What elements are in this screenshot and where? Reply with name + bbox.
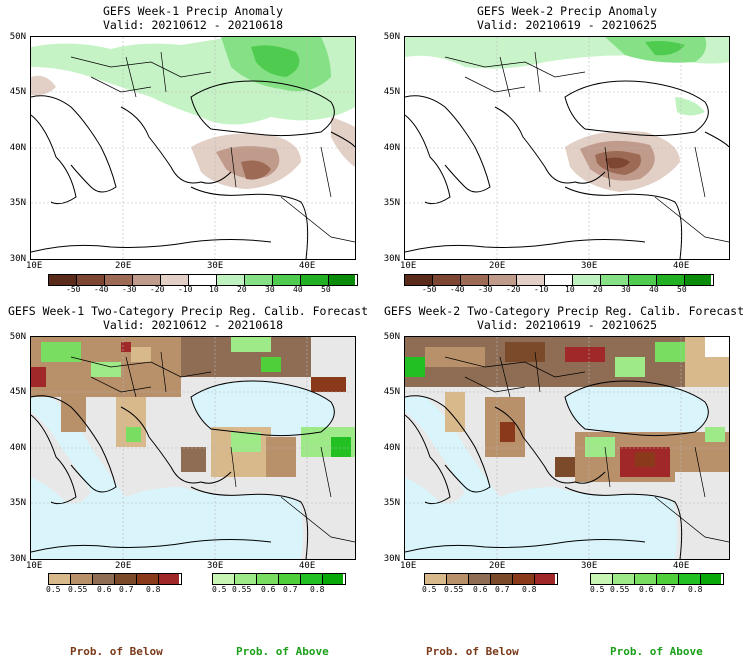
p4-lon-20: 20E	[489, 561, 506, 571]
panel3-valid: Valid: 20210612 - 20210618	[102, 318, 283, 332]
prob-below-legend-2: Prob. of Below	[426, 645, 519, 658]
p3-lat-35: 35N	[9, 498, 26, 508]
anomaly-colorbar-1	[48, 274, 358, 286]
pa1-label: 0.7	[283, 585, 298, 594]
pb1-label: 0.5	[46, 585, 61, 594]
p4-lat-35: 35N	[383, 498, 400, 508]
cbar2-label: -20	[506, 285, 521, 294]
cbar1-label: -10	[178, 285, 193, 294]
p1-lat-30: 30N	[9, 254, 26, 264]
p1-lat-35: 35N	[9, 198, 26, 208]
p4-lat-50: 50N	[383, 332, 400, 342]
cbar2-label: -40	[450, 285, 465, 294]
cbar1-label: -20	[150, 285, 165, 294]
p1-lat-40: 40N	[9, 143, 26, 153]
cbar1-label: 10	[209, 285, 219, 294]
prob-above-legend-2: Prob. of Above	[610, 645, 703, 658]
cbar1-label: -50	[66, 285, 81, 294]
p1-lon-10: 10E	[26, 261, 43, 271]
p1-lon-40: 40E	[299, 261, 316, 271]
prob-above-legend-1: Prob. of Above	[236, 645, 329, 658]
p2-lon-40: 40E	[673, 261, 690, 271]
prob-above-colorbar-1	[212, 573, 346, 585]
panel4-valid: Valid: 20210619 - 20210625	[476, 318, 657, 332]
pa1-label: 0.55	[232, 585, 252, 594]
pa1-label: 0.6	[261, 585, 276, 594]
p3-lon-10: 10E	[26, 561, 43, 571]
pa2-label: 0.8	[688, 585, 703, 594]
pb2-label: 0.6	[473, 585, 488, 594]
pa1-label: 0.8	[310, 585, 325, 594]
panel3-title: GEFS Week-1 Two-Category Precip Reg. Cal…	[7, 304, 369, 318]
cbar2-label: -10	[534, 285, 549, 294]
p3-lon-40: 40E	[299, 561, 316, 571]
p2-lat-35: 35N	[383, 198, 400, 208]
p3-lat-30: 30N	[9, 554, 26, 564]
cbar2-label: 50	[677, 285, 687, 294]
map-panel-week1-anomaly	[30, 36, 356, 260]
cbar2-label: 20	[593, 285, 603, 294]
pb1-label: 0.8	[146, 585, 161, 594]
p2-lat-50: 50N	[383, 32, 400, 42]
p4-lat-40: 40N	[383, 443, 400, 453]
cbar1-label: 20	[237, 285, 247, 294]
pb2-label: 0.5	[422, 585, 437, 594]
p1-lat-45: 45N	[9, 87, 26, 97]
panel2-valid: Valid: 20210619 - 20210625	[476, 18, 657, 32]
p2-lat-30: 30N	[383, 254, 400, 264]
cbar1-label: 30	[265, 285, 275, 294]
pb2-label: 0.7	[495, 585, 510, 594]
panel2-title: GEFS Week-2 Precip Anomaly	[476, 4, 657, 18]
p3-lat-50: 50N	[9, 332, 26, 342]
p2-lat-45: 45N	[383, 87, 400, 97]
pa2-label: 0.6	[639, 585, 654, 594]
p3-lat-45: 45N	[9, 387, 26, 397]
cbar2-label: -30	[478, 285, 493, 294]
p2-lat-40: 40N	[383, 143, 400, 153]
p4-lon-30: 30E	[581, 561, 598, 571]
panel1-title: GEFS Week-1 Precip Anomaly	[102, 4, 283, 18]
p2-lon-10: 10E	[400, 261, 417, 271]
panel4-title: GEFS Week-2 Two-Category Precip Reg. Cal…	[383, 304, 745, 318]
cbar1-label: -40	[94, 285, 109, 294]
map-panel-week2-anomaly	[404, 36, 730, 260]
pa2-label: 0.5	[590, 585, 605, 594]
pb1-label: 0.7	[119, 585, 134, 594]
map-panel-week1-probability	[30, 336, 356, 560]
p3-lon-20: 20E	[115, 561, 132, 571]
p4-lat-30: 30N	[383, 554, 400, 564]
prob-above-colorbar-2	[590, 573, 724, 585]
pa1-label: 0.5	[212, 585, 227, 594]
prob-below-legend-1: Prob. of Below	[70, 645, 163, 658]
prob-below-colorbar-1	[48, 573, 182, 585]
cbar2-label: -50	[422, 285, 437, 294]
cbar1-label: -30	[122, 285, 137, 294]
p3-lon-30: 30E	[207, 561, 224, 571]
prob-below-colorbar-2	[424, 573, 558, 585]
p4-lon-40: 40E	[673, 561, 690, 571]
pa2-label: 0.55	[610, 585, 630, 594]
cbar1-label: 50	[321, 285, 331, 294]
cbar2-label: 40	[649, 285, 659, 294]
p1-lon-20: 20E	[115, 261, 132, 271]
pb1-label: 0.55	[68, 585, 88, 594]
p3-lat-40: 40N	[9, 443, 26, 453]
pb2-label: 0.8	[522, 585, 537, 594]
pa2-label: 0.7	[661, 585, 676, 594]
cbar2-label: 30	[621, 285, 631, 294]
panel1-valid: Valid: 20210612 - 20210618	[102, 18, 283, 32]
map-panel-week2-probability	[404, 336, 730, 560]
cbar2-label: 10	[565, 285, 575, 294]
pb2-label: 0.55	[444, 585, 464, 594]
p2-lon-20: 20E	[489, 261, 506, 271]
p1-lat-50: 50N	[9, 32, 26, 42]
cbar1-label: 40	[293, 285, 303, 294]
p2-lon-30: 30E	[581, 261, 598, 271]
pb1-label: 0.6	[97, 585, 112, 594]
anomaly-colorbar-2	[404, 274, 714, 286]
p4-lon-10: 10E	[400, 561, 417, 571]
p4-lat-45: 45N	[383, 387, 400, 397]
p1-lon-30: 30E	[207, 261, 224, 271]
